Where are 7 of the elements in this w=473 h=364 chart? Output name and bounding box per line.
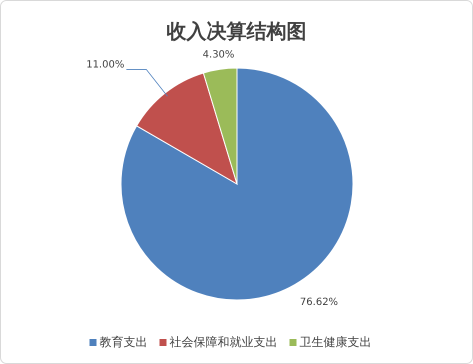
data-label: 4.30% — [202, 49, 234, 60]
title: 收入决算结构图 — [166, 19, 306, 43]
legend-label: 教育支出 — [100, 335, 148, 349]
legend-label: 社会保障和就业支出 — [170, 335, 278, 349]
data-label: 76.62% — [300, 297, 338, 308]
data-label: 11.00% — [86, 60, 124, 71]
legend-label: 卫生健康支出 — [300, 335, 372, 349]
